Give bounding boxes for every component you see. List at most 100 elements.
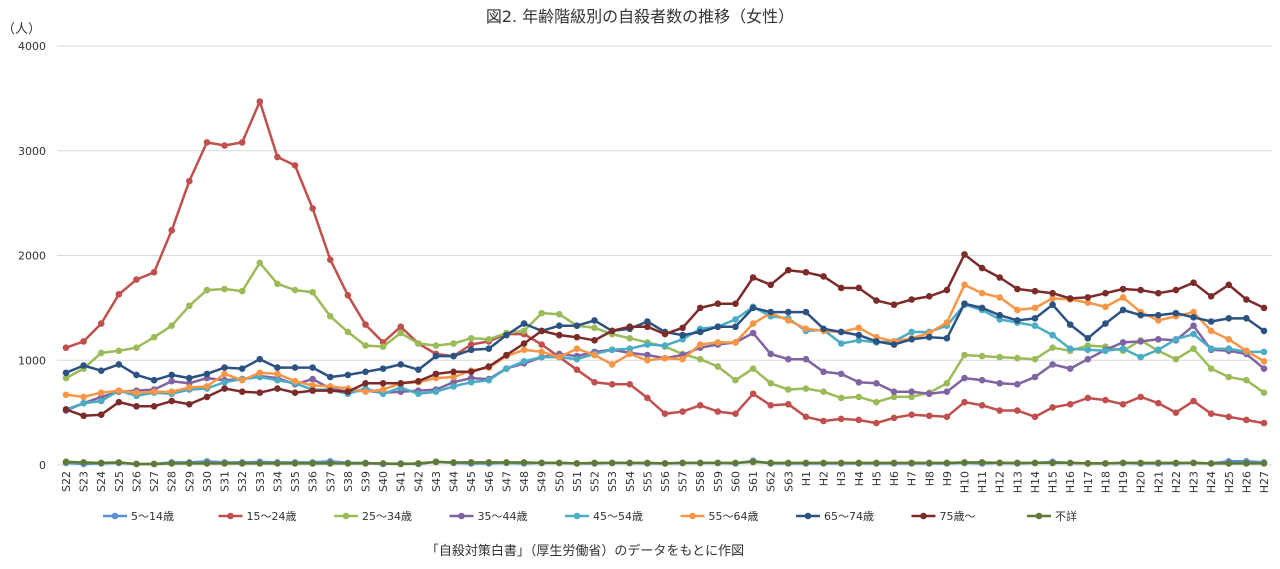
data-point: [1031, 322, 1039, 329]
data-point: [837, 370, 845, 378]
data-point: [1084, 294, 1092, 301]
data-point: [1260, 327, 1268, 335]
data-point: [696, 401, 704, 409]
x-tick-label: H13: [1011, 471, 1024, 493]
data-point: [714, 363, 722, 370]
data-point: [644, 394, 651, 402]
x-tick-label: S53: [606, 471, 619, 492]
data-point: [1260, 460, 1268, 467]
data-point: [503, 365, 510, 372]
legend-marker-icon: [458, 512, 465, 520]
data-point: [1014, 306, 1021, 314]
data-point: [221, 142, 228, 149]
x-tick-label: H21: [1152, 471, 1165, 493]
data-point: [344, 328, 352, 336]
data-point: [644, 459, 651, 467]
data-point: [626, 350, 634, 358]
data-point: [837, 394, 845, 402]
data-point: [203, 139, 211, 146]
data-point: [696, 328, 704, 336]
data-point: [326, 387, 334, 394]
data-point: [115, 387, 123, 394]
legend-label: 75歳〜: [940, 510, 976, 523]
data-point: [1207, 365, 1215, 372]
data-point: [467, 368, 475, 376]
data-point: [925, 390, 933, 398]
x-tick-label: H14: [1029, 471, 1042, 493]
x-tick-label: S32: [236, 471, 249, 492]
data-point: [961, 281, 968, 289]
data-point: [714, 323, 722, 331]
data-point: [978, 304, 986, 312]
data-point: [362, 379, 369, 387]
legend-label: 不詳: [1055, 509, 1077, 523]
data-point: [1207, 410, 1215, 417]
data-point: [978, 376, 986, 384]
x-tick-label: H11: [976, 471, 989, 493]
data-point: [1190, 322, 1197, 329]
data-point: [978, 352, 986, 360]
data-point: [1014, 285, 1021, 293]
data-point: [1031, 287, 1039, 295]
data-point: [961, 251, 968, 258]
data-point: [379, 379, 387, 387]
data-point: [1066, 400, 1074, 408]
x-tick-label: S22: [60, 471, 73, 492]
data-point: [961, 398, 968, 406]
legend-marker-icon: [804, 512, 812, 520]
data-point: [978, 289, 986, 297]
data-point: [908, 411, 915, 419]
data-point: [837, 415, 845, 423]
data-point: [679, 324, 686, 332]
x-tick-label: H9: [941, 471, 954, 486]
data-point: [749, 329, 757, 337]
data-point: [873, 459, 880, 467]
data-point: [1172, 355, 1180, 363]
x-tick-label: H1: [800, 471, 813, 486]
data-point: [802, 385, 810, 392]
x-tick-label: S52: [589, 471, 602, 492]
data-point: [1014, 354, 1021, 362]
data-point: [996, 407, 1004, 414]
y-axis-unit-label: （人）: [2, 22, 41, 37]
data-point: [274, 153, 281, 161]
x-tick-label: H8: [923, 471, 936, 486]
data-point: [309, 205, 316, 212]
data-point: [1031, 315, 1039, 322]
data-point: [626, 323, 634, 331]
x-tick-label: S35: [289, 471, 302, 492]
data-point: [1243, 315, 1250, 322]
data-point: [186, 384, 193, 391]
data-point: [133, 403, 140, 410]
data-point: [785, 400, 792, 408]
legend-label: 65〜74歳: [824, 510, 874, 523]
data-point: [996, 294, 1004, 301]
data-point: [97, 367, 105, 375]
data-point: [168, 460, 176, 467]
legend-item: 不詳: [1027, 509, 1077, 523]
data-point: [520, 340, 528, 347]
data-point: [943, 388, 951, 395]
data-point: [1137, 393, 1144, 401]
data-point: [432, 388, 440, 395]
data-point: [309, 460, 316, 467]
data-point: [943, 286, 951, 294]
x-tick-label: H12: [994, 471, 1007, 493]
legend-label: 5〜14歳: [131, 510, 174, 523]
data-point: [274, 370, 281, 378]
data-point: [450, 368, 457, 376]
data-point: [555, 310, 563, 318]
data-point: [309, 387, 316, 394]
x-tick-label: H25: [1223, 471, 1236, 493]
x-tick-label: S40: [377, 471, 390, 492]
x-tick-label: S54: [624, 471, 637, 492]
data-point: [326, 373, 334, 381]
data-point: [291, 377, 299, 385]
data-point: [837, 328, 845, 336]
data-point: [608, 361, 616, 368]
data-point: [696, 304, 704, 312]
data-point: [696, 341, 704, 348]
data-point: [503, 331, 510, 339]
data-point: [168, 227, 176, 234]
data-point: [908, 328, 915, 336]
